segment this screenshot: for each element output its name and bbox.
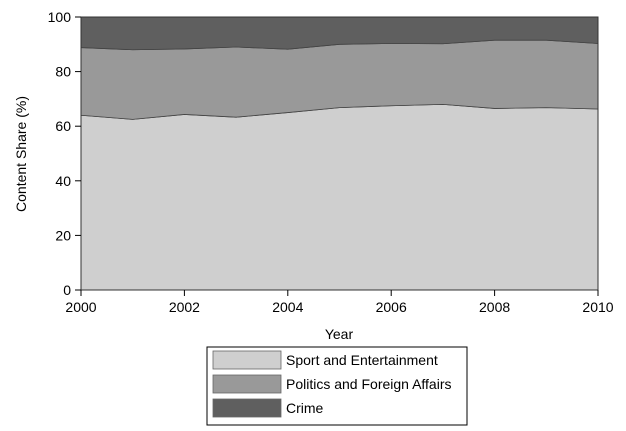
legend-label-crime: Crime <box>286 400 324 416</box>
legend-swatch-sport-and-entertainment <box>212 350 282 370</box>
x-tick-label-2006: 2006 <box>376 299 407 315</box>
x-tick-label-2002: 2002 <box>169 299 200 315</box>
legend-label-politics-and-foreign-affairs: Politics and Foreign Affairs <box>286 376 452 392</box>
y-tick-label-80: 80 <box>55 64 71 80</box>
x-tick-label-2008: 2008 <box>479 299 510 315</box>
y-tick-label-100: 100 <box>48 9 72 25</box>
axes-layer: 0 20 40 60 80 100 2000 2002 2004 2006 2008 2010 <box>48 9 614 315</box>
x-tick-label-2000: 2000 <box>65 299 96 315</box>
area-sport-and-entertainment <box>80 103 599 291</box>
y-tick-label-20: 20 <box>55 227 71 243</box>
x-axis-title: Year <box>325 326 354 342</box>
area-layer <box>80 16 599 291</box>
legend-swatch-politics-and-foreign-affairs <box>212 374 282 394</box>
x-tick-label-2010: 2010 <box>582 299 613 315</box>
area-politics-and-foreign-affairs <box>80 39 599 120</box>
legend: Sport and Entertainment Politics and Fore… <box>206 346 468 426</box>
x-tick-label-2004: 2004 <box>272 299 303 315</box>
y-tick-label-40: 40 <box>55 173 71 189</box>
legend-label-sport-and-entertainment: Sport and Entertainment <box>286 352 438 368</box>
y-axis-title: Content Share (%) <box>13 96 29 212</box>
y-tick-label-0: 0 <box>63 282 71 298</box>
y-tick-label-60: 60 <box>55 118 71 134</box>
plot-frame <box>80 16 599 291</box>
legend-swatch-crime <box>212 398 282 418</box>
